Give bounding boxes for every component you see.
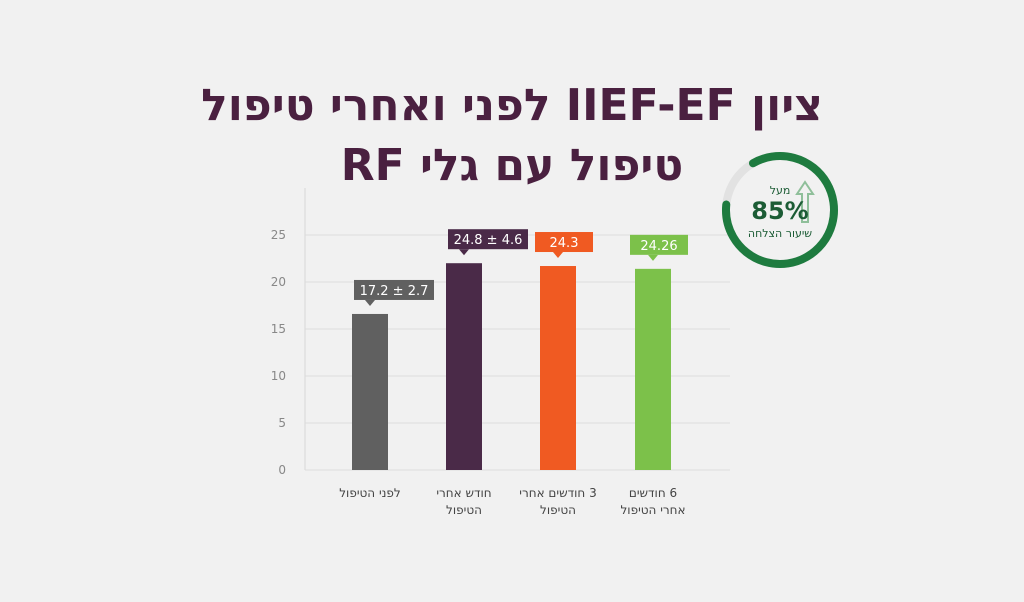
y-tick-label: 5 bbox=[278, 416, 286, 430]
data-label-pointer bbox=[553, 252, 563, 259]
data-label-pointer bbox=[365, 299, 375, 306]
x-category-label: 6 חודשים bbox=[629, 486, 677, 500]
x-category-label: לפני הטיפול bbox=[339, 486, 401, 500]
y-tick-label: 20 bbox=[271, 275, 286, 289]
x-category-label: אחרי הטיפול bbox=[620, 503, 685, 517]
y-tick-label: 15 bbox=[271, 322, 286, 336]
chart-subtitle: טיפול עם גלי RF bbox=[340, 140, 684, 191]
data-label-pointer bbox=[648, 254, 658, 261]
x-category-label: הטיפול bbox=[446, 503, 482, 517]
data-label-box bbox=[535, 232, 593, 253]
data-label-box bbox=[354, 279, 434, 300]
bar bbox=[635, 268, 671, 470]
x-category-label: חודש אחרי bbox=[436, 486, 491, 500]
x-category-label: 3 חודשים אחרי bbox=[519, 486, 596, 500]
data-label: 24.3 bbox=[550, 236, 579, 251]
badge-success-label: שיעור הצלחה bbox=[747, 227, 813, 240]
data-label-box bbox=[630, 234, 688, 255]
y-tick-label: 10 bbox=[271, 369, 286, 383]
data-label: 24.26 bbox=[640, 239, 677, 254]
badge-above-label: מעל bbox=[769, 184, 791, 197]
data-label-box bbox=[448, 229, 528, 250]
data-label: 24.8 ± 4.6 bbox=[454, 233, 523, 248]
data-label-pointer bbox=[459, 249, 469, 256]
up-arrow-icon bbox=[795, 180, 815, 223]
x-category-label: הטיפול bbox=[540, 503, 576, 517]
bar bbox=[352, 313, 388, 470]
bar bbox=[540, 266, 576, 470]
badge-percent: 85% bbox=[751, 197, 809, 225]
success-rate-badge bbox=[722, 152, 838, 268]
y-tick-label: 25 bbox=[271, 228, 286, 242]
chart-title: ציון IIEF-EF לפני ואחרי טיפול bbox=[201, 80, 823, 131]
data-label: 17.2 ± 2.7 bbox=[360, 284, 429, 299]
bar bbox=[446, 263, 482, 470]
y-tick-label: 0 bbox=[278, 463, 286, 477]
